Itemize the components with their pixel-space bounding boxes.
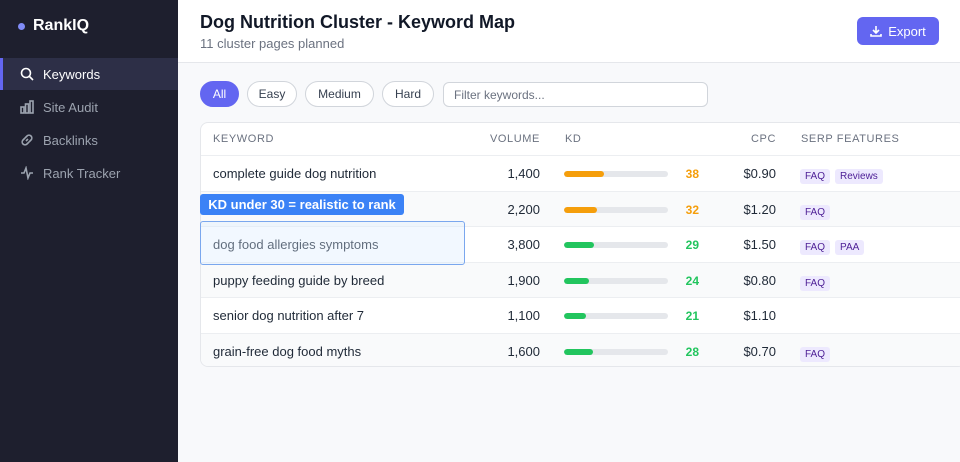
serp-tag: FAQ: [800, 240, 831, 255]
cpc: $0.90: [743, 166, 776, 181]
annotation-label: KD under 30 = realistic to rank: [200, 194, 404, 215]
kd-value: 38: [685, 167, 699, 181]
serp-features: FAQ PAA: [800, 237, 869, 255]
kd-bar: [564, 277, 589, 284]
column-header: SERP FEATURES: [801, 133, 900, 145]
kd-value: 21: [685, 309, 699, 323]
kd-value: 28: [685, 344, 699, 359]
table-row: complete guide dog nutrition 1,400 38 $0.90…: [201, 155, 960, 191]
placeholder: Filter keywords...: [454, 88, 545, 102]
icon: [20, 67, 34, 81]
filter-pill[interactable]: Easy: [247, 81, 297, 107]
filter-pill[interactable]: Medium: [305, 81, 374, 107]
header: Dog Nutrition Cluster - Keyword Map 11 c…: [178, 0, 960, 63]
kd-value: 32: [685, 202, 699, 217]
filter-pill[interactable]: Hard: [382, 81, 434, 107]
nav-item[interactable]: Site Audit: [0, 91, 178, 123]
volume: 1,100: [507, 308, 540, 323]
keyword: dog food allergies symptoms: [213, 237, 379, 252]
serp-features: FAQ Reviews: [800, 166, 888, 184]
column-header: KEYWORD: [213, 133, 275, 145]
column-header: CPC: [750, 133, 776, 145]
column-header: VOLUME: [489, 133, 540, 145]
kd-value: 29: [685, 238, 699, 252]
nav-label: Site Audit: [43, 99, 98, 115]
serp-features: FAQ: [800, 344, 835, 362]
button-label: Export: [888, 23, 926, 39]
brand-name: RankIQ: [33, 17, 90, 34]
serp-features: FAQ: [800, 202, 835, 220]
serp-tag: FAQ: [800, 275, 831, 291]
kd-bar: [564, 348, 594, 355]
kd-track: [564, 277, 668, 284]
cpc: $0.70: [743, 343, 776, 359]
brand: RankIQ: [18, 17, 89, 35]
keyword: grain-free dog food myths: [213, 343, 362, 359]
brand-dot: [18, 22, 25, 30]
kd-track: [564, 171, 668, 177]
table-row: senior dog nutrition after 7 1,100 21 $1.10: [201, 297, 960, 333]
page-title: Dog Nutrition Cluster - Keyword Map: [200, 12, 515, 32]
kd-track: [564, 348, 668, 355]
table-row: dog food allergies symptoms 3,800 29 $1.50 F…: [201, 226, 960, 262]
kd-bar: [564, 171, 604, 177]
nav-item[interactable]: Rank Tracker: [0, 157, 178, 189]
volume: 1,400: [507, 166, 540, 181]
volume: 1,900: [507, 272, 540, 288]
serp-tag: FAQ: [800, 204, 831, 220]
icon: [21, 134, 33, 146]
keyword: complete guide dog nutrition: [213, 166, 377, 181]
cpc: $1.20: [743, 201, 776, 217]
kd-bar: [564, 313, 586, 319]
kd-bar: [564, 242, 595, 248]
page-subtitle: 11 cluster pages planned: [200, 36, 345, 51]
serp-tag: PAA: [835, 240, 865, 255]
nav-item[interactable]: Backlinks: [0, 124, 178, 156]
volume: 3,800: [507, 237, 540, 252]
column-header: KD: [565, 133, 582, 145]
cpc: $0.80: [743, 272, 776, 288]
serp-tag: FAQ: [800, 169, 831, 184]
nav-label: Rank Tracker: [43, 165, 121, 181]
annotation-highlight: [200, 221, 465, 265]
nav-label: Backlinks: [43, 132, 98, 148]
table-row: puppy feeding guide by breed 1,900 24 $0.80…: [201, 261, 960, 297]
kd-track: [564, 206, 668, 213]
volume: 1,600: [507, 343, 540, 359]
kd-value: 24: [685, 273, 699, 288]
keyword: senior dog nutrition after 7: [213, 308, 365, 323]
serp-tag: FAQ: [800, 346, 831, 362]
icon: [21, 166, 33, 180]
table-row: grain-free dog food myths 1,600 28 $0.70 FAQ: [201, 332, 960, 366]
kd-bar: [564, 206, 598, 213]
cpc: $1.10: [743, 308, 776, 323]
kd-track: [564, 313, 668, 319]
keyword: puppy feeding guide by breed: [213, 272, 385, 288]
export-button[interactable]: Export: [857, 17, 939, 45]
cpc: $1.50: [743, 237, 776, 252]
filter-pill[interactable]: All: [200, 81, 239, 107]
icon: [870, 26, 883, 37]
volume: 2,200: [507, 201, 540, 217]
nav-item[interactable]: Keywords: [0, 58, 178, 90]
serp-features: FAQ: [800, 273, 835, 291]
search-input[interactable]: Filter keywords...: [443, 82, 708, 107]
serp-tag: Reviews: [835, 169, 883, 184]
kd-track: [564, 242, 668, 248]
icon: [20, 100, 34, 114]
sidebar: RankIQ Keywords Site Audit Backlinks Ran…: [0, 0, 178, 462]
nav-label: Keywords: [43, 66, 101, 82]
